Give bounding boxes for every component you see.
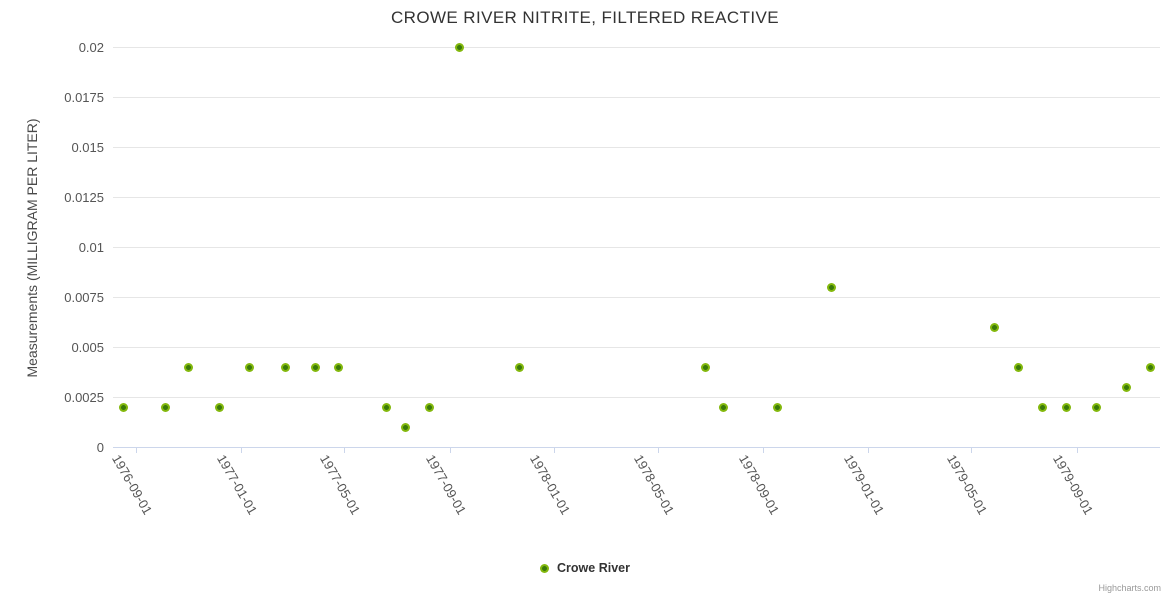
- y-tick-label: 0.0175: [64, 90, 104, 105]
- y-tick-label: 0.005: [71, 340, 104, 355]
- gridline: [113, 347, 1160, 348]
- data-point[interactable]: [215, 402, 224, 412]
- y-tick-label: 0.02: [78, 40, 104, 55]
- data-point[interactable]: [773, 402, 783, 412]
- data-point[interactable]: [827, 282, 837, 292]
- data-point[interactable]: [1013, 362, 1023, 372]
- gridline: [113, 247, 1160, 248]
- x-tick-label: 1977-05-01: [317, 452, 364, 518]
- data-point[interactable]: [719, 402, 729, 412]
- y-tick-label: 0.0025: [64, 390, 104, 405]
- data-point[interactable]: [989, 322, 999, 332]
- x-tick-mark: [763, 447, 765, 453]
- x-tick-label: 1978-05-01: [630, 452, 677, 518]
- y-tick-label: 0.01: [78, 240, 104, 255]
- x-tick-mark: [344, 447, 346, 453]
- data-point[interactable]: [1091, 402, 1101, 412]
- data-point[interactable]: [1146, 362, 1156, 372]
- data-point[interactable]: [382, 402, 392, 412]
- data-point[interactable]: [454, 42, 464, 52]
- data-point[interactable]: [160, 402, 170, 412]
- x-tick-mark: [971, 447, 973, 453]
- x-tick-label: 1979-05-01: [944, 452, 991, 518]
- gridline: [113, 97, 1160, 98]
- data-point[interactable]: [401, 422, 411, 432]
- x-tick-label: 1979-09-01: [1049, 452, 1096, 518]
- data-point[interactable]: [184, 362, 194, 372]
- x-tick-label: 1976-09-01: [109, 452, 156, 518]
- x-tick-label: 1978-01-01: [527, 452, 574, 518]
- highcharts-credits-link[interactable]: Highcharts.com: [1098, 583, 1161, 593]
- legend-label: Crowe River: [557, 561, 630, 575]
- x-tick-mark: [136, 447, 138, 453]
- data-point[interactable]: [281, 362, 291, 372]
- x-axis-line: [113, 447, 1160, 448]
- data-point[interactable]: [701, 362, 711, 372]
- legend-item-crowe-river[interactable]: Crowe River: [540, 561, 630, 575]
- gridline: [113, 147, 1160, 148]
- data-point[interactable]: [118, 402, 128, 412]
- y-tick-label: 0: [96, 440, 104, 455]
- data-point[interactable]: [1037, 402, 1047, 412]
- x-tick-label: 1977-01-01: [213, 452, 261, 518]
- plot-area: [113, 42, 1160, 447]
- gridline: [113, 47, 1160, 48]
- x-tick-label: 1979-01-01: [840, 452, 888, 518]
- gridline: [113, 297, 1160, 298]
- y-tick-label: 0.0075: [64, 290, 104, 305]
- y-tick-label: 0.015: [71, 140, 104, 155]
- x-tick-label: 1978-09-01: [736, 452, 783, 518]
- data-point[interactable]: [334, 362, 344, 372]
- data-point[interactable]: [424, 402, 434, 412]
- data-point[interactable]: [1061, 402, 1071, 412]
- gridline: [113, 197, 1160, 198]
- y-tick-label: 0.0125: [64, 190, 104, 205]
- x-tick-mark: [867, 447, 869, 453]
- data-point[interactable]: [245, 362, 255, 372]
- data-point[interactable]: [1122, 382, 1131, 392]
- x-tick-label: 1977-09-01: [422, 452, 469, 518]
- x-tick-mark: [240, 447, 242, 453]
- series-marker-icon: [540, 563, 550, 573]
- x-tick-mark: [1076, 447, 1078, 453]
- x-tick-mark: [449, 447, 451, 453]
- legend: Crowe River: [0, 561, 1170, 575]
- data-point[interactable]: [311, 362, 321, 372]
- chart-title: CROWE RIVER NITRITE, FILTERED REACTIVE: [391, 8, 779, 27]
- x-tick-mark: [554, 447, 556, 453]
- x-tick-mark: [657, 447, 659, 453]
- data-point[interactable]: [514, 362, 524, 372]
- gridline: [113, 397, 1160, 398]
